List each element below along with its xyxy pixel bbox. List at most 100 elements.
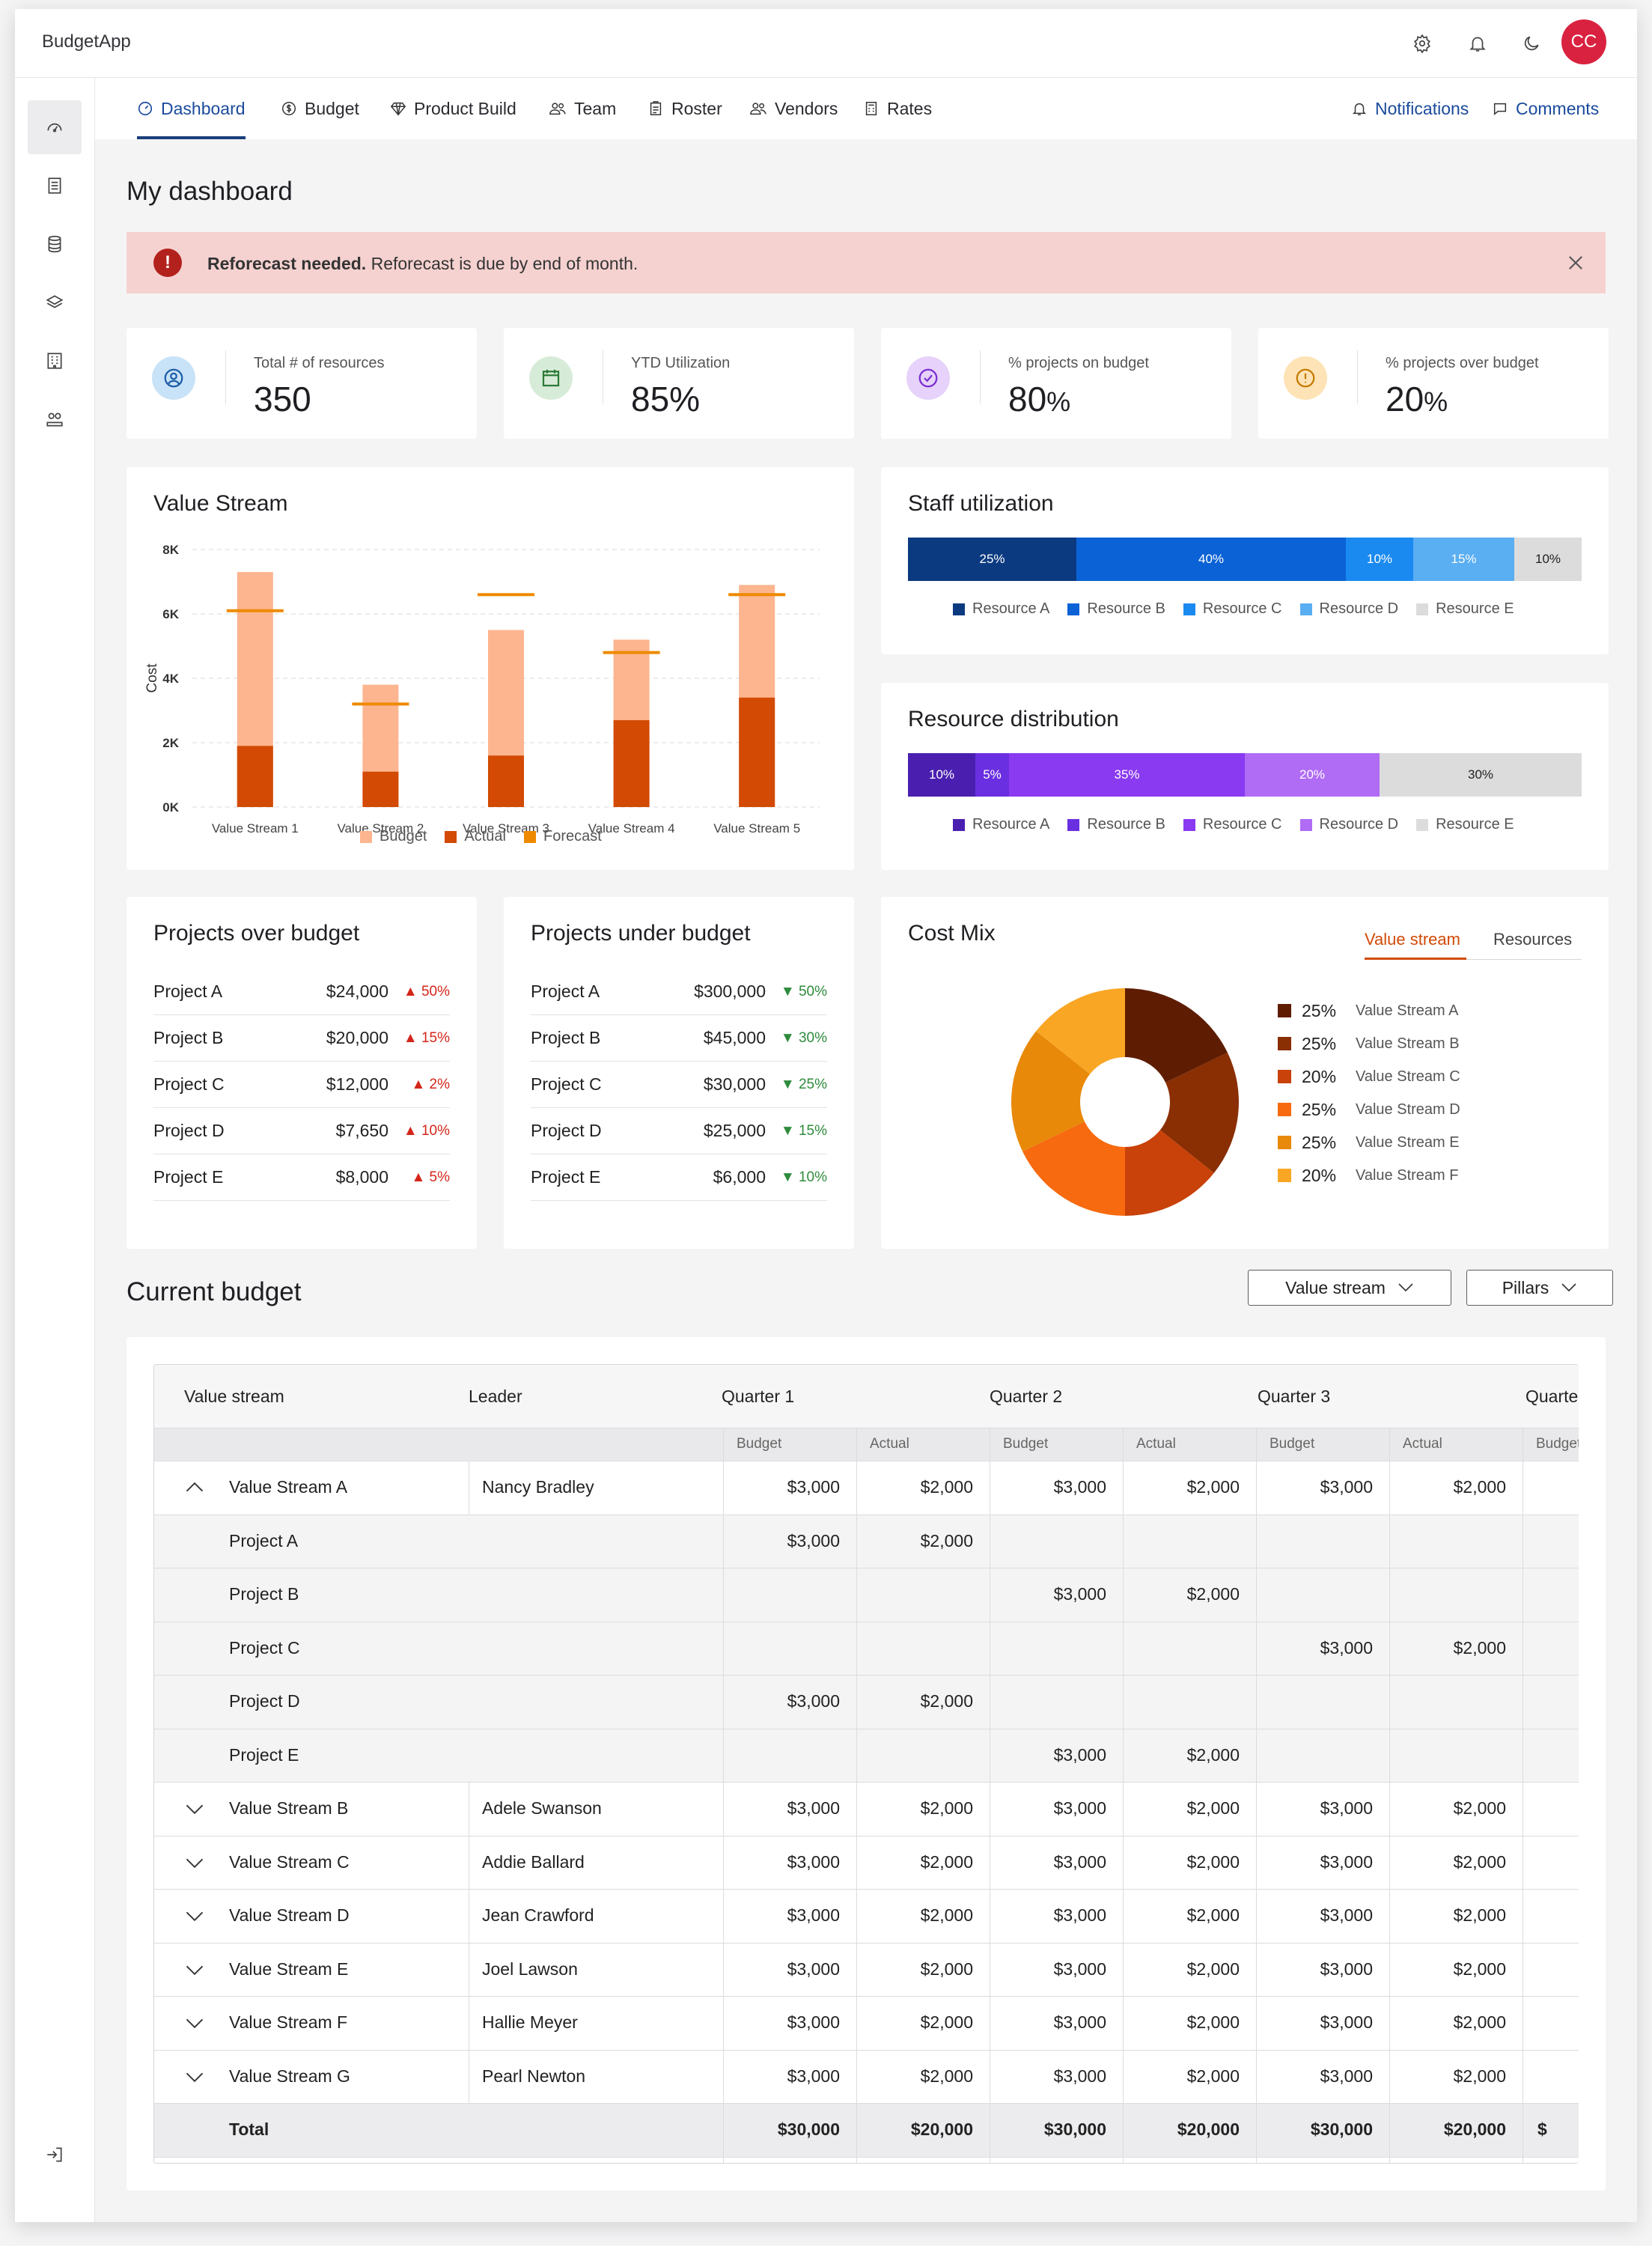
- legend-item: 25% Value Stream D: [1278, 1093, 1460, 1126]
- project-amount: $8,000: [335, 1167, 388, 1187]
- increase-indicator: ▲ 15%: [403, 1029, 450, 1046]
- clipboard-icon: [650, 101, 662, 115]
- chevron-up-icon[interactable]: [184, 1477, 205, 1498]
- legend-swatch: [1067, 818, 1080, 831]
- value-stream-filter[interactable]: Value stream: [1248, 1270, 1451, 1306]
- bell-icon[interactable]: [1464, 30, 1491, 57]
- legend-label: Actual: [464, 828, 506, 844]
- sidebar-item-database[interactable]: [28, 217, 82, 271]
- chevron-down-icon[interactable]: [184, 1905, 205, 1926]
- sidebar-item-layers[interactable]: [28, 276, 82, 329]
- tab-dashboard[interactable]: Dashboard: [137, 78, 246, 139]
- avatar[interactable]: CC: [1561, 19, 1606, 64]
- comments-link[interactable]: Comments: [1492, 78, 1599, 139]
- value-stream-name: Value Stream G: [229, 2066, 350, 2086]
- legend-swatch: [1299, 603, 1312, 615]
- list-item: Project B $20,000 ▲ 15%: [153, 1015, 450, 1062]
- pillars-filter[interactable]: Pillars: [1466, 1270, 1613, 1306]
- project-name: Project E: [531, 1167, 601, 1187]
- amount-cell: $20,000: [910, 2119, 973, 2140]
- amount-cell: $3,000: [787, 1530, 840, 1550]
- tab-budget[interactable]: Budget: [281, 78, 359, 139]
- notifications-link[interactable]: Notifications: [1351, 78, 1469, 139]
- value-stream-card: Value Stream 0K 2K 4K 6K 8K Cost Value Stream …: [127, 467, 854, 870]
- tab-team[interactable]: Team: [549, 78, 616, 139]
- kpi-label: % projects over budget: [1386, 355, 1539, 371]
- chevron-down-icon[interactable]: [184, 2012, 205, 2033]
- section-title: Current budget: [127, 1277, 302, 1306]
- chevron-down-icon[interactable]: [184, 1959, 205, 1980]
- amount-cell: $3,000: [787, 1959, 840, 1979]
- project-name: Project D: [531, 1121, 602, 1140]
- resource-legend: Resource A Resource B Resource C Resource D…: [953, 816, 1514, 833]
- list-item: Project E $6,000 ▼ 10%: [531, 1154, 827, 1201]
- tab-rates[interactable]: Rates: [863, 78, 932, 139]
- project-amount: $7,650: [335, 1121, 388, 1140]
- legend-label: Value Stream A: [1356, 1002, 1459, 1019]
- database-icon: [48, 235, 61, 253]
- legend-label: Value Stream E: [1356, 1133, 1460, 1151]
- tab-value-stream[interactable]: Value stream: [1365, 927, 1466, 960]
- chevron-down-icon[interactable]: [184, 1798, 205, 1819]
- actual-bar: [739, 697, 775, 807]
- amount-cell: $3,000: [787, 2012, 840, 2033]
- value-stream-name: Value Stream C: [229, 1851, 350, 1872]
- legend-label: Resource A: [972, 816, 1050, 833]
- tab-roster[interactable]: Roster: [647, 78, 722, 139]
- sidebar-item-dashboard[interactable]: [28, 100, 82, 154]
- tab-resources[interactable]: Resources: [1493, 930, 1573, 949]
- legend-swatch: [1067, 603, 1080, 615]
- chevron-down-icon[interactable]: [184, 1852, 205, 1873]
- legend-item: 25% Value Stream A: [1278, 994, 1460, 1027]
- amount-cell: $2,000: [1453, 1477, 1506, 1497]
- leader-name: Jean Crawford: [482, 1905, 594, 1926]
- sidebar-item-buildings[interactable]: [28, 334, 82, 388]
- sidebar-item-team[interactable]: [28, 392, 82, 446]
- moon-icon[interactable]: [1518, 30, 1545, 57]
- project-name: Project D: [153, 1121, 225, 1140]
- legend-percent: 25%: [1302, 1099, 1337, 1119]
- legend-percent: 25%: [1302, 1000, 1337, 1020]
- legend-label: Value Stream B: [1356, 1035, 1460, 1052]
- amount-cell: $3,000: [1320, 2012, 1373, 2033]
- subcolumn-header: Actual: [1136, 1436, 1176, 1452]
- increase-indicator: ▲ 50%: [403, 983, 450, 999]
- legend-item: 20% Value Stream F: [1278, 1159, 1460, 1192]
- project-name: Project E: [153, 1167, 224, 1187]
- leader-name: Joel Lawson: [482, 1959, 578, 1979]
- legend-item: Resource D: [1299, 600, 1398, 618]
- bar-segment: 25%: [908, 538, 1076, 581]
- dashboard-icon: [47, 123, 62, 133]
- amount-cell: $3,000: [1053, 2066, 1106, 2086]
- subcolumn-header: Budget: [1536, 1436, 1579, 1452]
- subcolumn-header: Budget: [1270, 1436, 1315, 1452]
- amount-cell: $2,000: [1186, 1905, 1240, 1926]
- sidebar: [15, 78, 95, 2222]
- bar-segment: 30%: [1380, 753, 1582, 797]
- gear-icon[interactable]: [1409, 30, 1436, 57]
- alert-text: Reforecast is due by end of month.: [371, 254, 638, 273]
- legend-swatch: [1278, 1004, 1291, 1017]
- legend-label: Resource B: [1087, 600, 1165, 617]
- project-amount: $6,000: [713, 1167, 766, 1187]
- tab-product-build[interactable]: Product Build: [390, 78, 516, 139]
- column-header: Quarter 1: [722, 1386, 795, 1406]
- legend-item: Resource A: [953, 600, 1049, 618]
- chevron-down-icon[interactable]: [184, 2066, 205, 2087]
- tab-label: Rates: [887, 98, 933, 118]
- amount-cell: $30,000: [1043, 2119, 1106, 2140]
- amount-cell: $3,000: [1320, 1959, 1373, 1979]
- alert-banner: ! Reforecast needed. Reforecast is due b…: [127, 232, 1606, 293]
- legend-swatch: [1183, 603, 1195, 615]
- actual-bar: [237, 746, 273, 807]
- legend-label: Resource B: [1087, 816, 1165, 833]
- column-header: Quarter 4: [1525, 1386, 1579, 1406]
- kpi-value: 80%: [1008, 380, 1071, 419]
- sidebar-item-documents[interactable]: [28, 159, 82, 213]
- project-name: Project B: [531, 1028, 601, 1047]
- close-icon[interactable]: [1565, 252, 1586, 273]
- tab-vendors[interactable]: Vendors: [749, 78, 838, 139]
- tab-label: Dashboard: [161, 98, 246, 118]
- sidebar-item-logout[interactable]: [28, 2128, 82, 2182]
- subcolumn-header: Budget: [1003, 1436, 1049, 1452]
